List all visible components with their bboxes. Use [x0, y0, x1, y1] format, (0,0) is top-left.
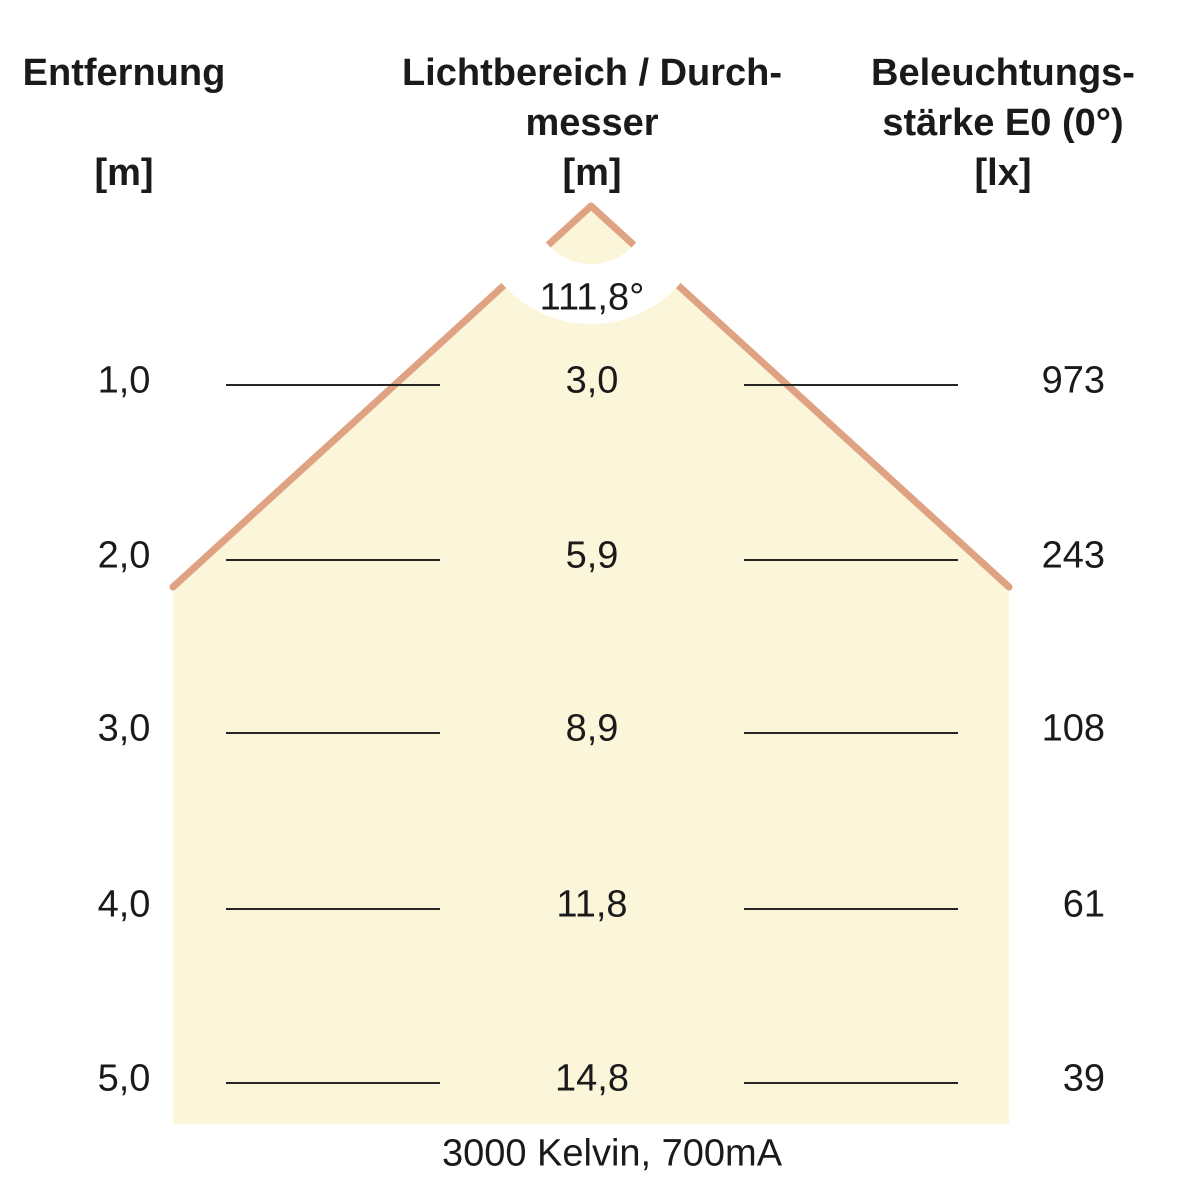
column-header-distance: Entfernung [m] — [22, 52, 226, 194]
distance-value: 1,0 — [97, 359, 151, 402]
row-lines — [226, 384, 958, 1084]
illuminance-value: 108 — [1041, 707, 1105, 750]
distance-value: 2,0 — [97, 534, 151, 577]
beam-angle-arc-band — [473, 88, 709, 324]
diameter-value: 3,0 — [565, 359, 619, 402]
illuminance-value: 243 — [1041, 534, 1105, 577]
diameter-value: 8,9 — [565, 707, 619, 750]
illuminance-value: 973 — [1041, 359, 1105, 402]
diameter-value: 14,8 — [555, 1057, 629, 1100]
diameter-value: 5,9 — [565, 534, 619, 577]
illuminance-value: 39 — [1062, 1057, 1105, 1100]
distance-value: 3,0 — [97, 707, 151, 750]
light-cone-fill — [173, 206, 1009, 1124]
column-header-diameter: Lichtbereich / Durch- messer [m] — [401, 52, 783, 194]
column-header-illuminance: Beleuchtungs- stärke E0 (0°) [lx] — [871, 52, 1135, 194]
beam-angle-label: 111,8° — [539, 276, 645, 319]
distance-value: 4,0 — [97, 883, 151, 926]
illuminance-value: 61 — [1062, 883, 1105, 926]
caption: 3000 Kelvin, 700mA — [441, 1132, 783, 1175]
distance-value: 5,0 — [97, 1057, 151, 1100]
diameter-value: 11,8 — [556, 883, 628, 926]
